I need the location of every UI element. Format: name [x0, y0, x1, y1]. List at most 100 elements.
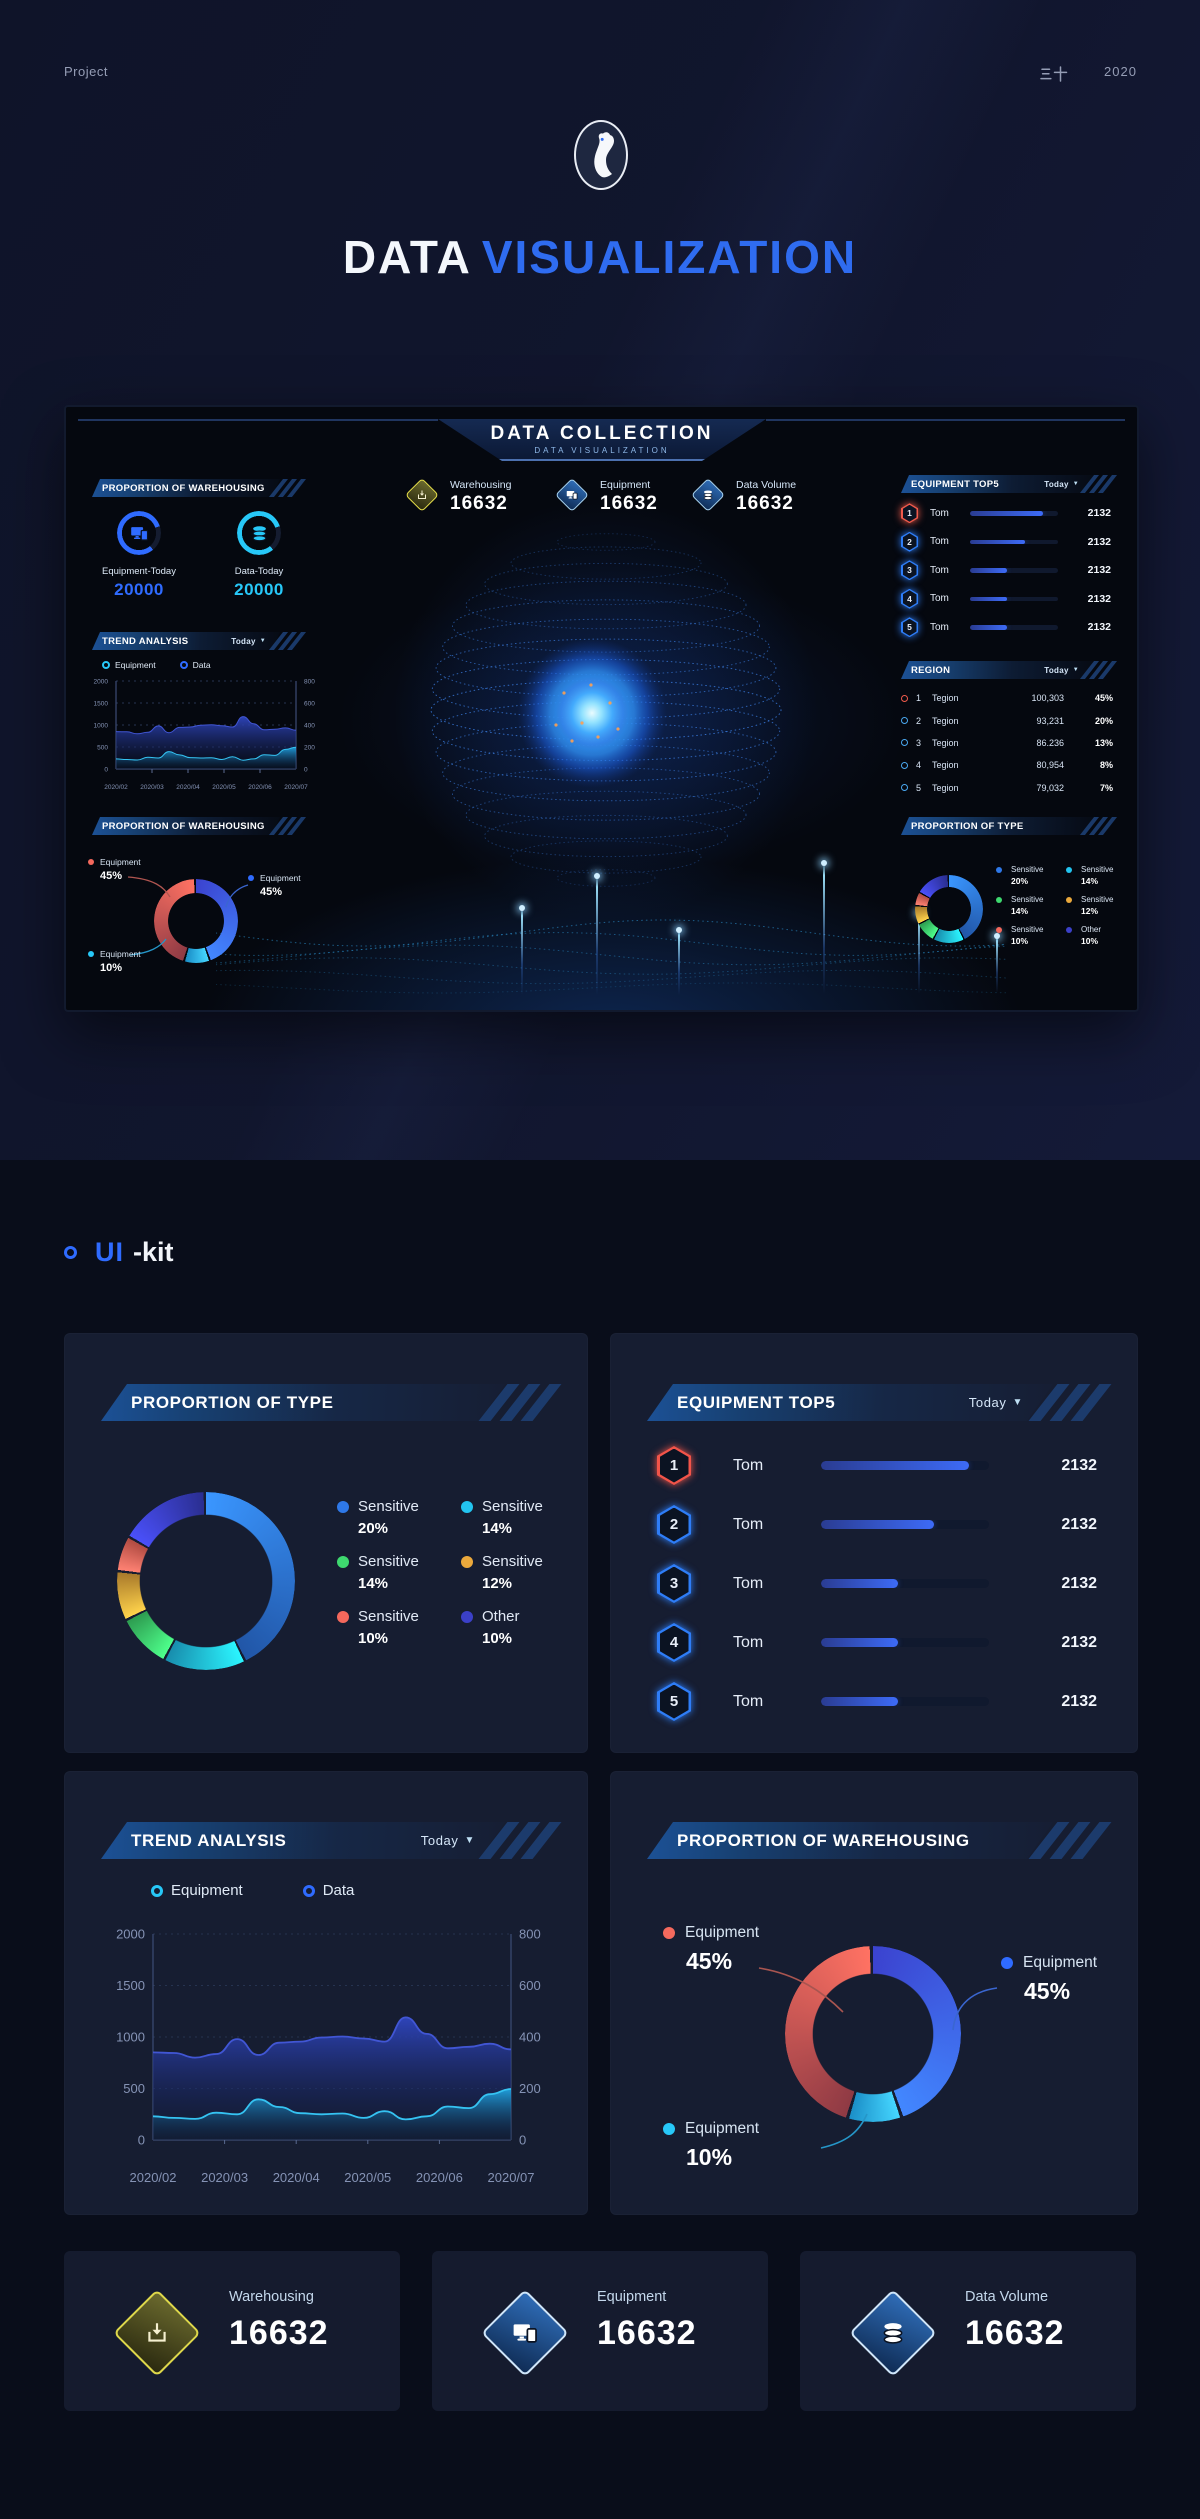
top5-row-4: 4 Tom 2132	[611, 1613, 1137, 1672]
uikit-section-header: UI -kit	[64, 1237, 174, 1268]
decor-slashes	[1079, 475, 1118, 493]
monitor-icon	[481, 2289, 569, 2377]
progress-bar	[970, 511, 1058, 516]
kpi-value: 16632	[600, 493, 658, 514]
svg-text:0: 0	[104, 766, 108, 773]
trend-legend: Equipment Data	[151, 1882, 414, 1902]
dashboard-title-plate: DATA COLLECTION DATA VISUALIZATION	[438, 419, 766, 461]
chevron-down-icon: ▼	[1072, 667, 1079, 673]
stat-card-data-volume: Data Volume 16632	[800, 2251, 1136, 2411]
inbox-icon	[113, 2289, 201, 2377]
type-donut-chart	[117, 1492, 295, 1670]
svg-text:2000: 2000	[116, 1927, 145, 1942]
progress-bar	[821, 1697, 989, 1706]
panel-title-type: PROPORTION OF TYPE	[901, 817, 1093, 835]
top5-row-3: 3 Tom 2132	[899, 556, 1115, 585]
type-legend: Sensitive 20% Sensitive 14% Sensitive 14% Sens…	[337, 1498, 585, 1647]
region-row-5: 5 Tegion 79,032 7%	[901, 777, 1113, 799]
legend-ring-icon	[102, 661, 110, 669]
warehousing-donut-chart	[785, 1946, 961, 2122]
stat-card-equipment: Equipment 16632	[432, 2251, 768, 2411]
particle-sphere	[394, 498, 818, 922]
top5-row-5: 5 Tom 2132	[899, 613, 1115, 642]
card-trend-analysis: TREND ANALYSIS Today ▼ Equipment Data 0 0 50…	[64, 1771, 588, 2215]
chevron-down-icon: ▼	[1012, 1397, 1023, 1408]
dashboard-title: DATA COLLECTION	[490, 423, 714, 444]
progress-bar	[821, 1638, 989, 1647]
legend-dot	[663, 1927, 675, 1939]
legend-item-sensitive: Sensitive 20%	[337, 1498, 461, 1537]
light-pillar	[821, 860, 827, 994]
kpi-data-volume: Data Volume 16632	[691, 478, 796, 515]
today-filter[interactable]: Today ▼	[231, 636, 266, 646]
legend-dot	[996, 927, 1002, 933]
svg-text:2020/04: 2020/04	[176, 784, 200, 791]
legend-connectors	[127, 876, 249, 956]
type-donut-chart	[915, 875, 983, 943]
today-filter[interactable]: Today ▼	[1044, 479, 1079, 489]
svg-text:2020/05: 2020/05	[344, 2170, 391, 2185]
today-filter[interactable]: Today ▼	[1044, 665, 1079, 675]
year-label: 2020	[1104, 64, 1137, 79]
panel-title-trend: TREND ANALYSIS Today ▼	[92, 632, 280, 650]
type-legend: Sensitive 20% Sensitive 14% Sensitive 14% Sens…	[996, 865, 1128, 946]
card-proportion-of-warehousing: PROPORTION OF WAREHOUSING Equipment 45% …	[610, 1771, 1138, 2215]
svg-text:800: 800	[519, 1927, 541, 1942]
wave-floor	[216, 919, 1006, 994]
today-filter[interactable]: Today ▼	[420, 1833, 475, 1848]
legend-dot	[1066, 867, 1072, 873]
card-title-bar: EQUIPMENT TOP5 Today ▼	[647, 1384, 1053, 1421]
legend-ring-icon	[302, 1884, 315, 1897]
panel-title-warehousing: PROPORTION OF WAREHOUSING	[92, 479, 280, 497]
rank-hexagon: 3	[901, 560, 918, 581]
card-equipment-top5: EQUIPMENT TOP5 Today ▼ 1 Tom 2132 2 Tom 2132 3 T…	[610, 1333, 1138, 1753]
decor-slashes	[268, 817, 307, 835]
legend-item-sensitive: Sensitive 14%	[461, 1498, 585, 1537]
rank-hexagon: 2	[657, 1505, 691, 1544]
legend-item: Equipment 45%	[88, 857, 141, 882]
ring-icon	[64, 1246, 77, 1259]
page-title: DATA VISUALIZATION	[342, 231, 858, 283]
dashboard-preview: DATA COLLECTION DATA VISUALIZATION Wareh…	[64, 405, 1139, 1012]
stat-label: Data Volume	[965, 2289, 1049, 2305]
legend-item-data: Data	[179, 660, 211, 670]
stat-value: 16632	[597, 2314, 697, 2352]
svg-text:2020/06: 2020/06	[248, 784, 272, 791]
card-title-bar: TREND ANALYSIS Today ▼	[101, 1822, 505, 1859]
progress-bar	[821, 1579, 989, 1588]
progress-bar	[970, 596, 1058, 601]
region-table: 1 Tegion 100,303 45% 2 Tegion 93,231 20% 3 Tegion…	[901, 687, 1113, 799]
legend-dot	[996, 867, 1002, 873]
legend-ring-icon	[901, 694, 908, 702]
animal-logo	[574, 120, 628, 190]
panel-title-region: REGION Today ▼	[901, 661, 1093, 679]
svg-text:0: 0	[138, 2133, 145, 2148]
kpi-label: Equipment	[600, 479, 651, 491]
rank-hexagon: 1	[657, 1446, 691, 1485]
legend-dot	[461, 1501, 473, 1513]
legend-item-other: Other 10%	[461, 1608, 585, 1647]
legend-dot	[88, 951, 94, 957]
legend-item-sensitive: Sensitive 14%	[996, 895, 1058, 916]
rank-hexagon: 4	[901, 588, 918, 609]
legend-dot	[996, 897, 1002, 903]
progress-bar	[821, 1520, 989, 1529]
today-filter[interactable]: Today ▼	[968, 1395, 1023, 1410]
svg-text:2020/07: 2020/07	[488, 2170, 535, 2185]
svg-text:2020/06: 2020/06	[416, 2170, 463, 2185]
card-proportion-of-type: PROPORTION OF TYPE Sensitive 20% Sensitive…	[64, 1333, 588, 1753]
legend-ring-icon	[901, 761, 908, 769]
stat-label: Warehousing	[229, 2289, 314, 2305]
inbox-icon	[405, 478, 439, 512]
legend-item-equipment: Equipment	[151, 1882, 243, 1899]
gauges: Equipment-Today 20000 Data-Today 20000	[96, 511, 302, 600]
region-row-1: 1 Tegion 100,303 45%	[901, 687, 1113, 709]
top5-row-3: 3 Tom 2132	[611, 1554, 1137, 1613]
chevron-down-icon: ▼	[259, 638, 266, 644]
top5-row-2: 2 Tom 2132	[899, 528, 1115, 557]
header-line	[78, 419, 438, 421]
legend-ring-icon	[901, 717, 908, 725]
top5-row-2: 2 Tom 2132	[611, 1495, 1137, 1554]
panel-title-top5: EQUIPMENT TOP5 Today ▼	[901, 475, 1093, 493]
trend-area-chart: 0 0 500 200 1000 400 1500 600 2000 800 2020/02 2020…	[94, 678, 316, 791]
